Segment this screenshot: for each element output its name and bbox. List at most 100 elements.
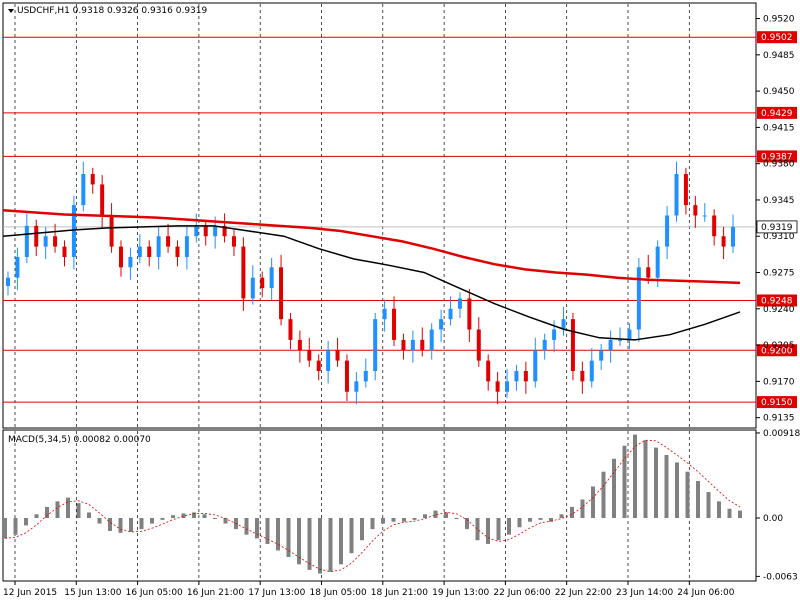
macd-bar bbox=[307, 518, 312, 570]
price-tick-label: 0.9380 bbox=[763, 160, 795, 170]
macd-bar bbox=[160, 518, 165, 520]
candle-body bbox=[655, 246, 660, 278]
candle-body bbox=[62, 246, 67, 257]
candle-body bbox=[288, 319, 293, 340]
macd-bar bbox=[549, 518, 553, 522]
candle-body bbox=[618, 339, 623, 341]
level-label-bg bbox=[757, 31, 797, 44]
candle-body bbox=[636, 267, 641, 330]
candle-body bbox=[354, 381, 359, 392]
time-tick-label: 15 Jun 13:00 bbox=[64, 588, 121, 598]
candle-body bbox=[674, 174, 679, 216]
candle-body bbox=[476, 329, 481, 361]
macd-bar bbox=[213, 518, 217, 520]
macd-bar bbox=[391, 518, 396, 522]
time-tick-label: 16 Jun 21:00 bbox=[187, 588, 244, 598]
candle-body bbox=[646, 267, 651, 278]
price-tick-label: 0.9345 bbox=[763, 196, 795, 206]
horizontal-levels: 0.9502 0.9429 0.9387 0.9248 0.9200 0.9150 0.93… bbox=[3, 31, 798, 409]
macd-bar bbox=[738, 510, 742, 519]
candle-body bbox=[15, 256, 20, 278]
candle-body bbox=[250, 277, 255, 299]
candle-body bbox=[363, 370, 368, 382]
macd-bar bbox=[255, 518, 259, 539]
candle-body bbox=[392, 308, 397, 340]
chart-menu-triangle-icon[interactable] bbox=[8, 9, 14, 13]
candle-body bbox=[90, 174, 95, 185]
macd-bar bbox=[328, 518, 333, 572]
level-label-bg bbox=[757, 106, 797, 119]
macd-bar bbox=[265, 518, 270, 544]
macd-bar bbox=[118, 518, 123, 533]
macd-bar bbox=[675, 462, 679, 519]
candle-body bbox=[279, 267, 284, 320]
candle-body bbox=[420, 339, 425, 351]
macd-bar bbox=[339, 518, 343, 565]
level-label-text: 0.9248 bbox=[761, 297, 793, 307]
candle-body bbox=[194, 225, 199, 237]
macd-bar bbox=[580, 499, 585, 519]
candle-body bbox=[523, 370, 528, 382]
time-tick-label: 17 Jun 13:00 bbox=[248, 588, 305, 598]
candle-body bbox=[203, 225, 208, 237]
candle-body bbox=[589, 360, 594, 382]
macd-bar bbox=[97, 518, 102, 524]
macd-bar bbox=[570, 506, 574, 519]
level-label-text: 0.9429 bbox=[761, 109, 793, 119]
time-tick-label: 18 Jun 21:00 bbox=[371, 588, 428, 598]
candle-body bbox=[166, 236, 171, 247]
candle-body bbox=[175, 246, 180, 257]
macd-bar bbox=[24, 518, 28, 526]
macd-bar bbox=[528, 518, 532, 522]
level-label-bg bbox=[757, 344, 797, 357]
candle-body bbox=[599, 350, 604, 361]
candle-body bbox=[100, 184, 105, 216]
candle-body bbox=[457, 298, 462, 309]
candle-body bbox=[156, 236, 161, 257]
time-tick-label: 12 Jun 2015 bbox=[3, 588, 57, 598]
macd-bar bbox=[286, 518, 291, 557]
price-tick-label: 0.9240 bbox=[763, 305, 795, 315]
time-tick-label: 18 Jun 05:00 bbox=[310, 588, 367, 598]
macd-bar bbox=[622, 445, 627, 519]
macd-bar bbox=[591, 486, 595, 519]
level-label: 0.9387 bbox=[757, 150, 797, 163]
macd-panel-frame bbox=[2, 429, 757, 582]
macd-bar bbox=[139, 518, 144, 530]
macd-bar bbox=[412, 518, 417, 520]
macd-bar bbox=[507, 518, 511, 535]
macd-bar bbox=[55, 501, 60, 519]
macd-bar bbox=[297, 518, 301, 565]
candle-body bbox=[128, 256, 133, 268]
level-label-text: 0.9200 bbox=[761, 346, 793, 356]
macd-bar bbox=[3, 518, 7, 539]
candle-body bbox=[260, 277, 265, 289]
price-tick-label: 0.9520 bbox=[763, 15, 795, 25]
candle-body bbox=[542, 339, 547, 351]
macd-bar bbox=[318, 518, 322, 574]
macd-bar bbox=[171, 515, 175, 519]
macd-bar bbox=[223, 518, 228, 524]
time-tick-label: 24 Jun 06:00 bbox=[677, 588, 734, 598]
macd-tick-label: 0.00 bbox=[763, 514, 783, 524]
candle-body bbox=[561, 319, 566, 330]
candle-body bbox=[439, 319, 444, 330]
macd-bar bbox=[654, 447, 658, 519]
candle-body bbox=[307, 350, 312, 361]
level-label-text: 0.9387 bbox=[761, 152, 793, 162]
macd-bar bbox=[685, 471, 690, 519]
candle-body bbox=[665, 215, 670, 247]
candle-body bbox=[410, 339, 415, 351]
macd-bar bbox=[643, 440, 648, 519]
macd-bar bbox=[360, 518, 364, 541]
candle-body bbox=[213, 225, 218, 237]
candle-body bbox=[401, 339, 406, 351]
macd-bar bbox=[202, 514, 207, 519]
candle-body bbox=[24, 225, 29, 257]
macd-bar bbox=[13, 518, 18, 535]
candle-body bbox=[53, 236, 58, 247]
price-tick-label: 0.9135 bbox=[763, 414, 795, 424]
price-tick-label: 0.9275 bbox=[763, 269, 795, 279]
macd-bar bbox=[423, 514, 427, 519]
